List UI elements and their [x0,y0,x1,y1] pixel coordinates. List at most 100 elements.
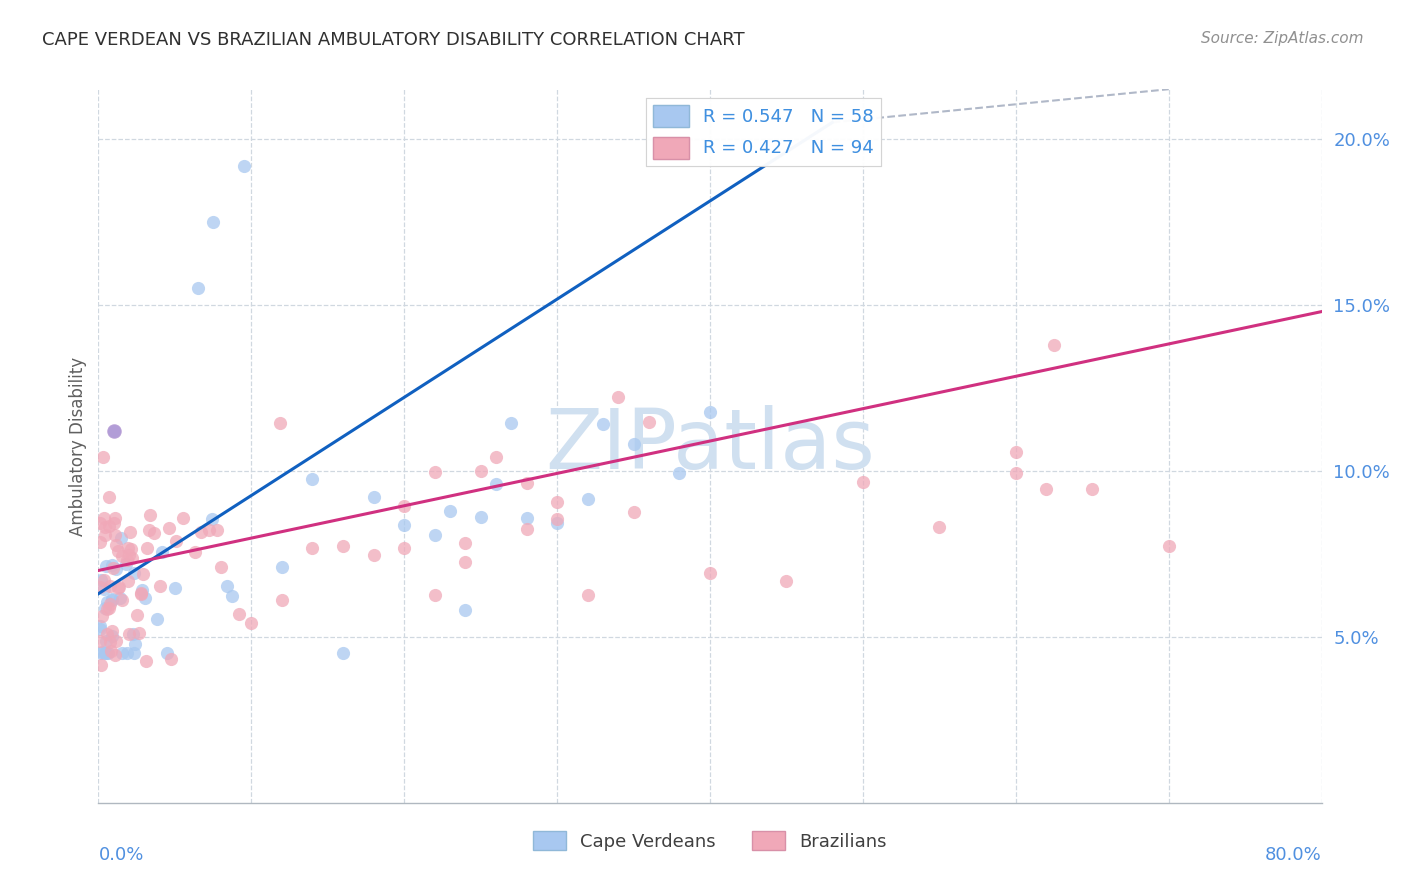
Point [423,527,446,541]
Point [96,595,118,609]
Point [165,533,187,548]
Point [156,647,179,661]
Point [1043,338,1066,352]
Point [103,424,125,438]
Point [89,634,111,648]
Point [90,573,112,587]
Point [98,597,121,611]
Point [516,511,538,525]
Legend: R = 0.547   N = 58, R = 0.427   N = 94: R = 0.547 N = 58, R = 0.427 N = 94 [645,98,882,166]
Point [592,417,614,431]
Point [516,522,538,536]
Point [107,581,129,595]
Point [623,505,645,519]
Point [439,503,461,517]
Point [165,581,187,595]
Point [96,602,118,616]
Point [187,281,209,295]
Point [101,561,124,575]
Text: ZIPatlas: ZIPatlas [546,406,875,486]
Point [104,510,127,524]
Point [699,404,721,418]
Point [699,566,721,580]
Point [149,579,172,593]
Point [157,520,180,534]
Point [93,450,115,464]
Point [103,424,125,438]
Point [546,516,568,531]
Point [190,525,212,540]
Point [301,541,323,555]
Point [91,645,114,659]
Point [110,549,132,564]
Point [105,538,128,552]
Point [100,644,122,658]
Point [125,607,148,622]
Point [607,390,630,404]
Point [111,593,134,607]
Point [1157,539,1180,553]
Point [101,591,124,606]
Point [150,545,173,559]
Point [100,558,122,573]
Point [89,619,111,633]
Point [546,495,568,509]
Point [101,592,124,607]
Point [198,523,221,537]
Point [108,591,131,606]
Point [135,654,157,668]
Point [132,567,155,582]
Point [576,491,599,506]
Point [363,490,385,504]
Point [269,416,291,430]
Point [117,574,139,588]
Point [221,589,243,603]
Point [332,647,354,661]
Point [423,588,446,602]
Text: CAPE VERDEAN VS BRAZILIAN AMBULATORY DISABILITY CORRELATION CHART: CAPE VERDEAN VS BRAZILIAN AMBULATORY DIS… [42,31,745,49]
Point [138,523,160,537]
Point [115,557,138,571]
Point [101,624,124,639]
Point [96,627,118,641]
Point [485,476,508,491]
Point [270,560,292,574]
Point [90,647,112,661]
Point [201,512,224,526]
Point [121,627,143,641]
Point [89,516,111,530]
Point [89,580,111,594]
Point [228,607,250,621]
Point [98,490,121,504]
Point [104,648,127,662]
Point [332,539,354,553]
Point [852,475,875,490]
Text: Source: ZipAtlas.com: Source: ZipAtlas.com [1201,31,1364,46]
Point [104,527,127,541]
Point [217,579,239,593]
Point [96,647,118,661]
Point [392,499,416,513]
Point [118,525,141,540]
Text: 80.0%: 80.0% [1265,846,1322,864]
Point [93,582,115,596]
Point [111,647,134,661]
Point [1004,445,1026,459]
Point [90,657,112,672]
Point [485,450,508,464]
Point [94,634,117,648]
Point [134,591,156,606]
Point [100,629,122,643]
Point [637,415,661,429]
Point [423,465,446,479]
Point [928,519,950,533]
Point [131,582,153,597]
Point [454,536,477,550]
Point [143,526,166,541]
Point [160,652,183,666]
Point [146,611,169,625]
Point [301,472,323,486]
Point [98,579,121,593]
Point [135,541,157,556]
Point [98,601,121,615]
